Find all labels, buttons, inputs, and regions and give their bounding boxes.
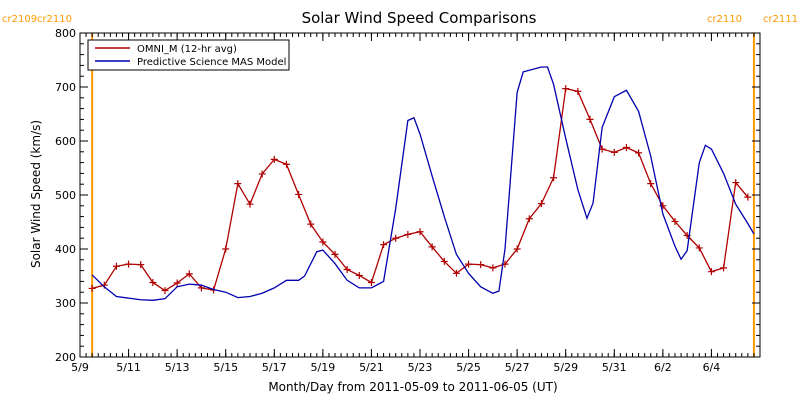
data-point-0-51 xyxy=(707,268,715,276)
data-point-0-54 xyxy=(744,193,752,201)
plot-frame xyxy=(79,32,761,358)
data-point-0-6 xyxy=(161,287,169,295)
data-point-0-18 xyxy=(307,220,315,228)
data-point-0-4 xyxy=(137,261,145,269)
data-point-0-24 xyxy=(380,241,388,249)
data-point-0-2 xyxy=(112,262,120,270)
data-point-0-19 xyxy=(319,238,327,246)
x-tick-label-4: 5/17 xyxy=(262,361,287,374)
data-point-0-48 xyxy=(671,217,679,225)
x-tick-label-9: 5/27 xyxy=(505,361,530,374)
data-point-0-0 xyxy=(88,284,96,292)
data-point-0-15 xyxy=(270,155,278,163)
legend-label-mas: Predictive Science MAS Model xyxy=(137,57,286,68)
data-point-0-37 xyxy=(537,200,545,208)
data-point-0-45 xyxy=(635,149,643,157)
x-tick-label-10: 5/29 xyxy=(553,361,578,374)
legend-label-omni: OMNI_M (12-hr avg) xyxy=(137,44,237,55)
data-point-0-8 xyxy=(185,270,193,278)
data-point-0-28 xyxy=(428,243,436,251)
y-tick-label-0: 200 xyxy=(55,351,76,364)
y-tick-label-5: 700 xyxy=(55,81,76,94)
data-point-0-35 xyxy=(513,245,521,253)
legend: OMNI_M (12-hr avg) Predictive Science MA… xyxy=(87,39,290,71)
x-tick-label-6: 5/21 xyxy=(359,361,384,374)
x-tick-label-3: 5/15 xyxy=(213,361,238,374)
data-point-0-16 xyxy=(282,160,290,168)
cr-label-right-2: cr2111 xyxy=(763,14,798,25)
x-tick-label-12: 6/2 xyxy=(654,361,672,374)
chart-title: Solar Wind Speed Comparisons xyxy=(302,9,537,27)
y-tick-label-6: 800 xyxy=(55,27,76,40)
series-line-0 xyxy=(91,87,749,292)
data-point-0-43 xyxy=(610,148,618,156)
data-point-0-12 xyxy=(234,180,242,188)
data-point-0-3 xyxy=(125,260,133,268)
data-point-0-36 xyxy=(525,215,533,223)
data-point-0-26 xyxy=(404,230,412,238)
legend-box xyxy=(87,39,290,71)
data-point-0-5 xyxy=(149,278,157,286)
data-point-0-29 xyxy=(440,257,448,265)
data-point-0-27 xyxy=(416,228,424,236)
data-point-0-32 xyxy=(477,261,485,269)
data-point-0-21 xyxy=(343,266,351,274)
y-tick-label-2: 400 xyxy=(55,243,76,256)
data-point-0-14 xyxy=(258,170,266,178)
data-point-0-41 xyxy=(586,115,594,123)
data-point-0-20 xyxy=(331,250,339,258)
data-point-0-17 xyxy=(295,190,303,198)
cr-label-right-1: cr2110 xyxy=(707,14,742,25)
data-point-0-46 xyxy=(647,180,655,188)
x-tick-label-7: 5/23 xyxy=(408,361,433,374)
x-tick-label-1: 5/11 xyxy=(116,361,141,374)
x-tick-label-11: 5/31 xyxy=(602,361,627,374)
y-axis-title: Solar Wind Speed (km/s) xyxy=(29,120,43,268)
data-point-0-30 xyxy=(452,269,460,277)
data-point-0-38 xyxy=(550,174,558,182)
data-point-0-11 xyxy=(222,245,230,253)
series-line-1 xyxy=(91,66,755,301)
x-tick-label-5: 5/19 xyxy=(311,361,336,374)
x-tick-label-0: 5/9 xyxy=(71,361,89,374)
x-tick-label-13: 6/4 xyxy=(703,361,721,374)
data-point-0-44 xyxy=(622,143,630,151)
data-point-0-25 xyxy=(392,234,400,242)
x-tick-label-8: 5/25 xyxy=(456,361,481,374)
data-point-0-23 xyxy=(367,278,375,286)
y-tick-label-1: 300 xyxy=(55,297,76,310)
data-point-0-22 xyxy=(355,271,363,279)
y-tick-label-3: 500 xyxy=(55,189,76,202)
data-point-0-39 xyxy=(562,85,570,93)
x-tick-label-2: 5/13 xyxy=(165,361,190,374)
data-point-0-7 xyxy=(173,279,181,287)
data-point-0-40 xyxy=(574,87,582,95)
data-point-0-52 xyxy=(720,264,728,272)
data-point-0-50 xyxy=(695,244,703,252)
cr-label-left-1: cr2109 xyxy=(2,14,37,25)
x-axis-title: Month/Day from 2011-05-09 to 2011-06-05 … xyxy=(268,380,557,394)
cr-label-left-2: cr2110 xyxy=(37,14,72,25)
data-point-0-31 xyxy=(465,260,473,268)
data-point-0-13 xyxy=(246,200,254,208)
data-point-0-33 xyxy=(489,264,497,272)
y-tick-label-4: 600 xyxy=(55,135,76,148)
data-point-0-53 xyxy=(732,179,740,187)
